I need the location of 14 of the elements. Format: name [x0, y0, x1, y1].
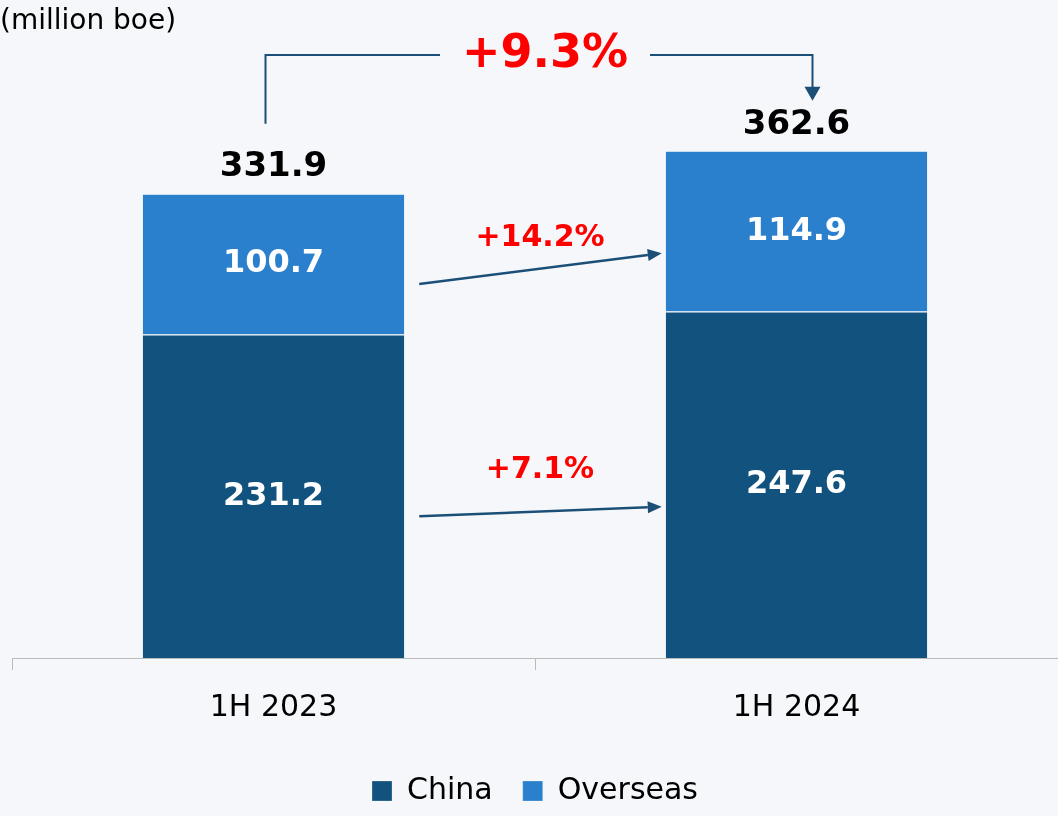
annotation: +7.1% [485, 450, 595, 486]
y-axis-title: (million boe) [0, 3, 177, 37]
data-label: 100.7 [222, 242, 325, 281]
data-label: 247.6 [745, 463, 848, 502]
x-tick-label: 1H 2024 [732, 687, 861, 723]
text: +9.3% [461, 23, 629, 78]
x-tick-label: 1H 2023 [209, 687, 338, 723]
total-label: 362.6 [742, 101, 851, 142]
legend-label: Overseas [557, 770, 698, 806]
annotation: +14.2% [475, 217, 605, 253]
total-label: 331.9 [219, 144, 328, 185]
data-label: 114.9 [745, 209, 848, 248]
data-label: 231.2 [222, 474, 325, 513]
legend-label: China [407, 770, 493, 806]
